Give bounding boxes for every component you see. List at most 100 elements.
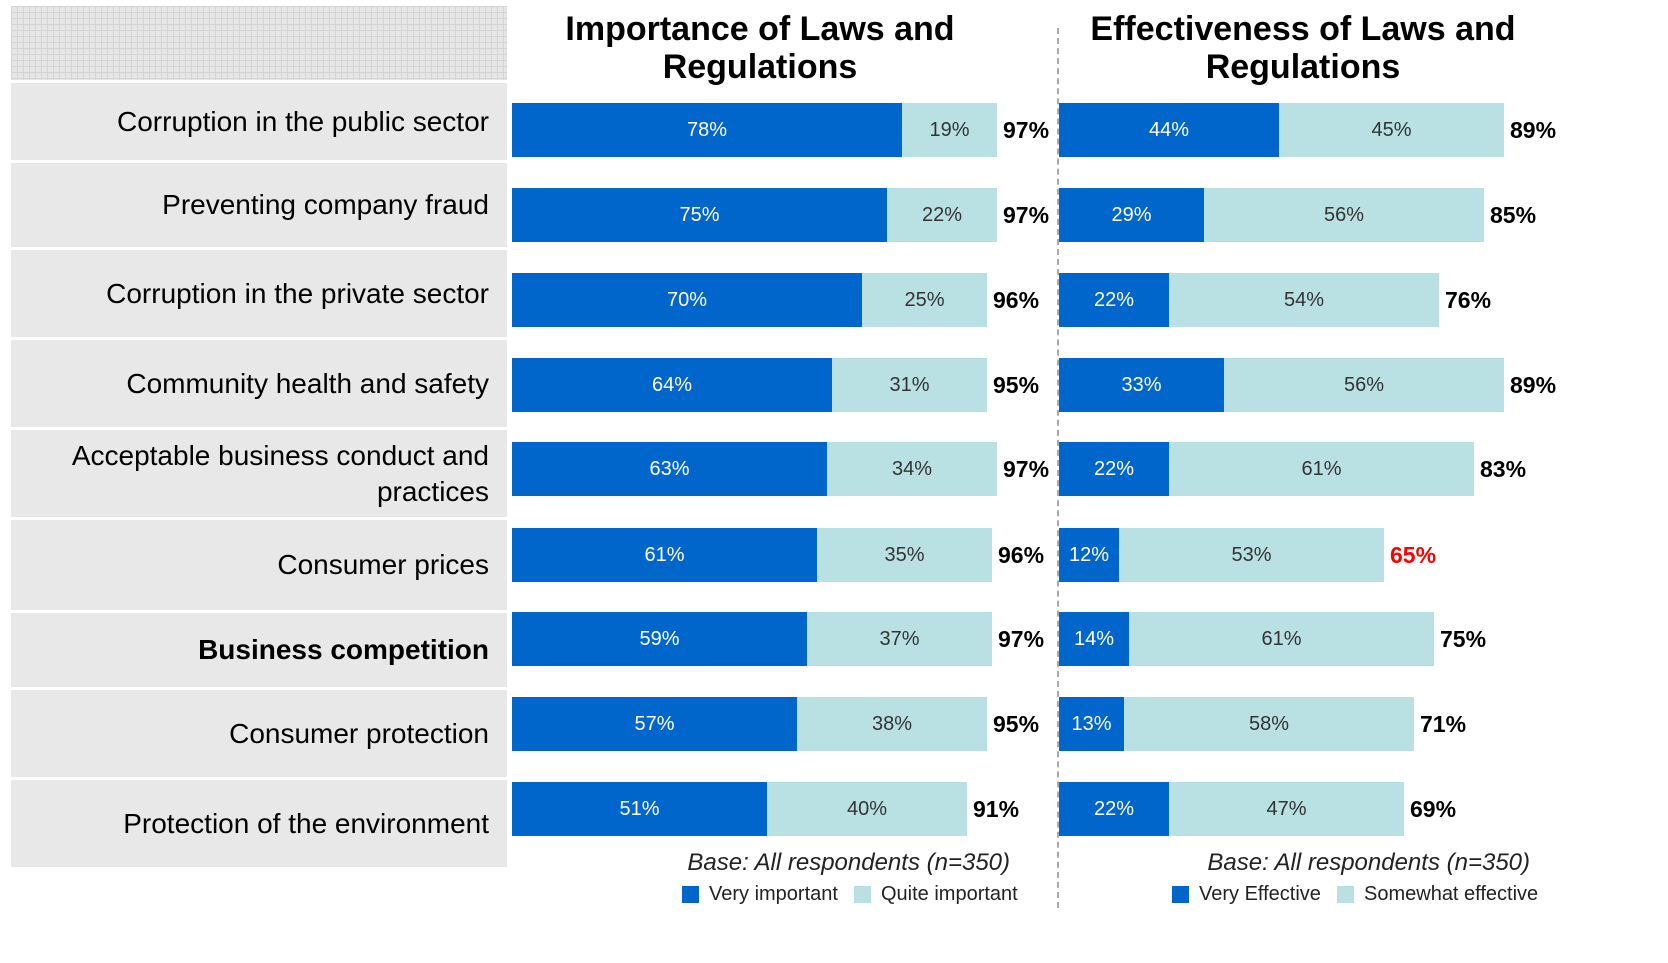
value-label: 61% bbox=[644, 543, 685, 566]
bar-segment: 63% bbox=[512, 442, 827, 496]
panel-title: Importance of Laws and Regulations bbox=[565, 10, 955, 86]
bar-segment: 31% bbox=[832, 358, 987, 412]
value-label: 61% bbox=[1301, 457, 1342, 480]
value-label: 29% bbox=[1111, 203, 1152, 226]
total-label: 75% bbox=[1440, 625, 1487, 652]
value-label: 37% bbox=[879, 627, 920, 650]
total-label: 65% bbox=[1390, 541, 1437, 568]
value-label: 54% bbox=[1283, 288, 1325, 311]
total-label: 89% bbox=[1510, 371, 1557, 398]
value-label: 56% bbox=[1323, 203, 1365, 226]
value-label: 59% bbox=[639, 627, 680, 650]
bar-segment: 58% bbox=[1124, 697, 1414, 751]
category-label: Consumer protection bbox=[11, 690, 507, 777]
value-label: 40% bbox=[846, 797, 888, 820]
bar-segment: 34% bbox=[827, 442, 997, 496]
bar-segment: 75% bbox=[512, 188, 887, 242]
value-label: 22% bbox=[1093, 288, 1135, 311]
bar-segment: 22% bbox=[1059, 442, 1169, 496]
value-label: 34% bbox=[891, 457, 933, 480]
value-label: 22% bbox=[1093, 457, 1135, 480]
total-label: 83% bbox=[1480, 455, 1527, 482]
bar-segment: 44% bbox=[1059, 103, 1279, 157]
divider bbox=[1057, 28, 1059, 908]
bar-segment: 54% bbox=[1169, 273, 1439, 327]
bar-segment: 12% bbox=[1059, 528, 1119, 582]
total-label: 97% bbox=[1003, 201, 1050, 228]
total-label: 76% bbox=[1445, 286, 1492, 313]
legend-label: Somewhat effective bbox=[1364, 882, 1539, 905]
total-label: 85% bbox=[1490, 201, 1537, 228]
bar-segment: 25% bbox=[862, 273, 987, 327]
base-note: Base: All respondents (n=350) bbox=[687, 849, 1010, 876]
category-label: Protection of the environment bbox=[11, 780, 507, 867]
value-label: 53% bbox=[1231, 543, 1272, 566]
bar-segment: 47% bbox=[1169, 782, 1404, 836]
legend-item: Somewhat effective bbox=[1337, 881, 1538, 907]
total-label: 97% bbox=[1003, 116, 1050, 143]
base-note: Base: All respondents (n=350) bbox=[1207, 849, 1530, 876]
category-label: Preventing company fraud bbox=[11, 163, 507, 247]
value-label: 56% bbox=[1343, 373, 1385, 396]
value-label: 51% bbox=[619, 797, 660, 820]
value-label: 47% bbox=[1266, 797, 1307, 820]
value-label: 75% bbox=[679, 203, 720, 226]
total-label: 96% bbox=[998, 541, 1045, 568]
category-label: Business competition bbox=[11, 613, 507, 687]
value-label: 13% bbox=[1071, 712, 1112, 735]
value-label: 63% bbox=[649, 457, 690, 480]
bar-segment: 78% bbox=[512, 103, 902, 157]
bar-segment: 61% bbox=[512, 528, 817, 582]
value-label: 19% bbox=[929, 118, 970, 141]
value-label: 64% bbox=[651, 373, 693, 396]
bar-segment: 53% bbox=[1119, 528, 1384, 582]
legend-label: Very important bbox=[709, 882, 838, 905]
value-label: 45% bbox=[1371, 118, 1412, 141]
bar-segment: 22% bbox=[1059, 782, 1169, 836]
legend-label: Quite important bbox=[881, 882, 1018, 905]
legend-item: Quite important bbox=[854, 881, 1018, 907]
bar-segment: 56% bbox=[1224, 358, 1504, 412]
value-label: 25% bbox=[904, 288, 945, 311]
category-label: Acceptable business conduct and practice… bbox=[11, 430, 507, 517]
total-label: 95% bbox=[993, 710, 1040, 737]
legend-swatch bbox=[854, 885, 871, 903]
value-label: 31% bbox=[889, 373, 930, 396]
bar-segment: 38% bbox=[797, 697, 987, 751]
bar-segment: 51% bbox=[512, 782, 767, 836]
bar-segment: 70% bbox=[512, 273, 862, 327]
total-label: 71% bbox=[1420, 710, 1467, 737]
value-label: 57% bbox=[634, 712, 675, 735]
category-label: Consumer prices bbox=[11, 520, 507, 610]
legend-swatch bbox=[1172, 885, 1189, 903]
bar-segment: 22% bbox=[1059, 273, 1169, 327]
total-label: 97% bbox=[1003, 455, 1050, 482]
bar-segment: 59% bbox=[512, 612, 807, 666]
value-label: 78% bbox=[686, 118, 728, 141]
total-label: 95% bbox=[993, 371, 1040, 398]
legend-swatch bbox=[1337, 885, 1354, 903]
value-label: 70% bbox=[666, 288, 708, 311]
bar-segment: 35% bbox=[817, 528, 992, 582]
category-label: Corruption in the private sector bbox=[11, 250, 507, 337]
category-label: Corruption in the public sector bbox=[11, 83, 507, 160]
value-label: 22% bbox=[921, 203, 963, 226]
bar-segment: 57% bbox=[512, 697, 797, 751]
bar-segment: 37% bbox=[807, 612, 992, 666]
bar-segment: 64% bbox=[512, 358, 832, 412]
total-label: 96% bbox=[993, 286, 1040, 313]
legend-swatch bbox=[682, 885, 699, 903]
bar-segment: 14% bbox=[1059, 612, 1129, 666]
bar-segment: 40% bbox=[767, 782, 967, 836]
bar-segment: 61% bbox=[1129, 612, 1434, 666]
total-label: 69% bbox=[1410, 795, 1457, 822]
header-pattern bbox=[11, 6, 507, 80]
bar-segment: 22% bbox=[887, 188, 997, 242]
total-label: 89% bbox=[1510, 116, 1557, 143]
value-label: 33% bbox=[1121, 373, 1162, 396]
total-label: 91% bbox=[973, 795, 1020, 822]
total-label: 97% bbox=[998, 625, 1045, 652]
legend-label: Very Effective bbox=[1199, 882, 1321, 905]
bar-segment: 19% bbox=[902, 103, 997, 157]
